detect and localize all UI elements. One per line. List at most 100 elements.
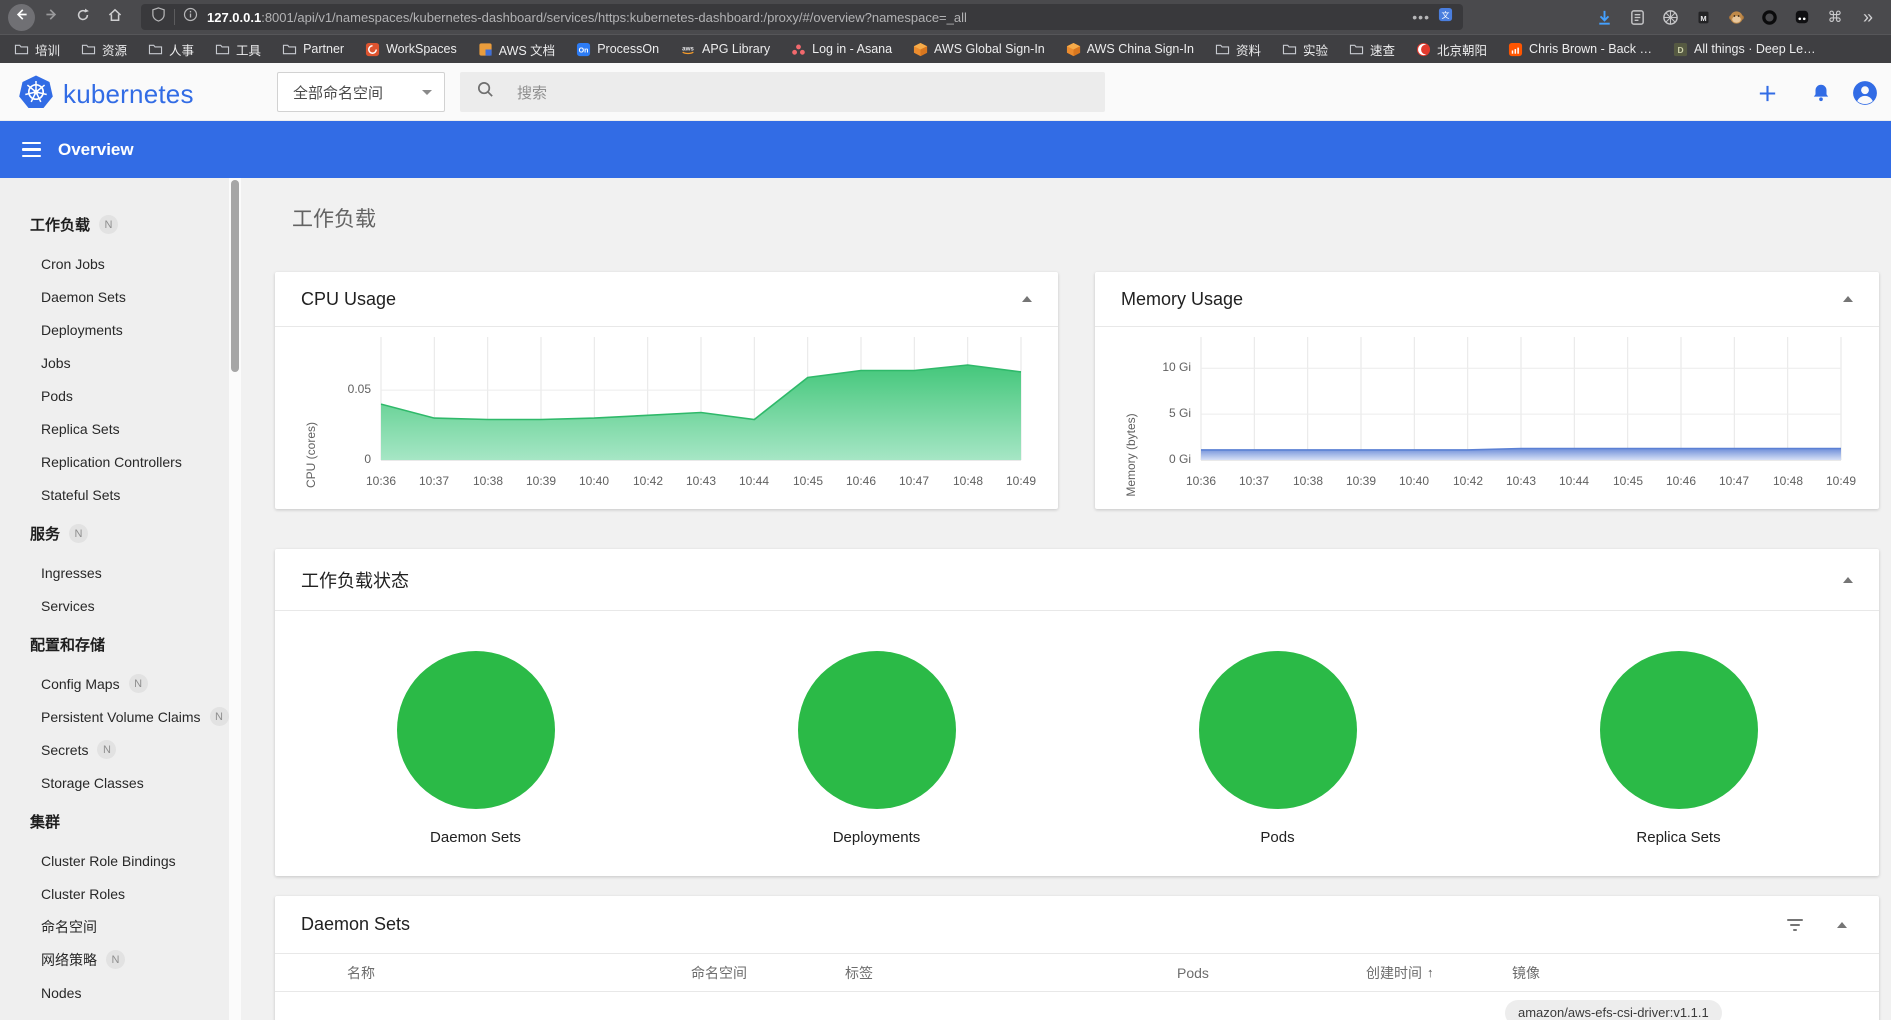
sidebar-item-网络策略[interactable]: 网络策略 N — [0, 943, 229, 976]
y-axis-tick: 0.05 — [347, 382, 371, 396]
bookmark-item[interactable]: AWS 文档 — [478, 40, 555, 59]
namespace-selector[interactable]: 全部命名空间 — [277, 72, 445, 112]
new-badge: N — [106, 950, 125, 969]
download-icon[interactable] — [1593, 6, 1615, 28]
workload-status-title: 工作负载状态 — [301, 570, 409, 591]
workload-status-card: 工作负载状态 Daemon Sets Deployments Pods Replica… — [275, 549, 1879, 876]
page-actions-icon[interactable]: ••• — [1412, 9, 1430, 25]
bookmark-item[interactable]: 资源 — [81, 40, 127, 59]
filter-icon[interactable] — [1787, 918, 1803, 931]
search-input[interactable]: 搜索 — [460, 72, 1105, 112]
bookmark-item[interactable]: AWS China Sign-In — [1066, 42, 1194, 57]
notifications-bell-icon[interactable] — [1808, 80, 1834, 106]
svg-text:文: 文 — [1442, 10, 1450, 20]
create-resource-button[interactable] — [1754, 80, 1780, 106]
bookmark-item[interactable]: On ProcessOn — [576, 42, 659, 57]
column-header-名称[interactable]: 名称 — [347, 963, 691, 983]
sort-ascending-icon: ↑ — [1427, 965, 1434, 980]
sidebar-section-服务: 服务 N — [0, 517, 229, 550]
column-label: 标签 — [845, 964, 873, 981]
overflow-chevron-icon[interactable]: » — [1862, 6, 1873, 27]
sidebar-label: Secrets — [41, 741, 89, 758]
site-info-icon[interactable] — [183, 7, 198, 27]
sidebar-item-persistent-volume-claims[interactable]: Persistent Volume Claims N — [0, 700, 229, 733]
bookmark-item[interactable]: 人事 — [148, 40, 194, 59]
sidebar-item-cluster-roles[interactable]: Cluster Roles — [0, 877, 229, 910]
bookmark-item[interactable]: AWS Global Sign-In — [913, 42, 1045, 57]
sidebar-scrollbar[interactable] — [229, 178, 241, 1020]
column-header-pods[interactable]: Pods — [1177, 965, 1366, 981]
column-header-标签[interactable]: 标签 — [845, 963, 1177, 983]
menu-hamburger-button[interactable] — [22, 141, 41, 158]
search-placeholder: 搜索 — [517, 84, 548, 102]
sidebar-item-deployments[interactable]: Deployments — [0, 313, 229, 346]
sidebar-item-storage-classes[interactable]: Storage Classes — [0, 766, 229, 799]
bookmark-item[interactable]: Chris Brown - Back … — [1508, 42, 1652, 57]
bookmark-item[interactable]: 培训 — [14, 40, 60, 59]
translate-icon[interactable]: 文 — [1438, 7, 1453, 27]
collapse-arrow-icon[interactable] — [1022, 296, 1032, 302]
reload-button[interactable] — [67, 3, 99, 31]
wheel-extension-icon[interactable] — [1659, 6, 1681, 28]
workload-status-pods: Pods — [1077, 651, 1478, 846]
svg-text:On: On — [579, 47, 589, 54]
forward-button[interactable] — [35, 3, 67, 31]
sidebar-item-命名空间[interactable]: 命名空间 — [0, 910, 229, 943]
reader-extension-icon[interactable] — [1626, 6, 1648, 28]
home-button[interactable] — [99, 3, 131, 31]
sidebar-item-cron-jobs[interactable]: Cron Jobs — [0, 247, 229, 280]
bookmark-item[interactable]: aws APG Library — [680, 42, 770, 56]
bookmark-item[interactable]: 工具 — [215, 40, 261, 59]
bookmark-item[interactable]: 实验 — [1282, 40, 1328, 59]
dots-extension-icon[interactable] — [1791, 6, 1813, 28]
sidebar-item-replica-sets[interactable]: Replica Sets — [0, 412, 229, 445]
sidebar-item-jobs[interactable]: Jobs — [0, 346, 229, 379]
m-extension-icon[interactable]: M — [1692, 6, 1714, 28]
collapse-arrow-icon[interactable] — [1843, 296, 1853, 302]
sidebar-scrollbar-thumb[interactable] — [231, 180, 239, 372]
column-header-创建时间[interactable]: 创建时间 ↑ — [1366, 963, 1512, 983]
aws-docs-icon — [478, 42, 493, 57]
column-header-镜像[interactable]: 镜像 — [1512, 963, 1879, 983]
status-pie-chart — [1198, 651, 1357, 809]
sidebar-item-nodes[interactable]: Nodes — [0, 976, 229, 1009]
collapse-arrow-icon[interactable] — [1837, 921, 1847, 928]
sidebar-item-cluster-role-bindings[interactable]: Cluster Role Bindings — [0, 844, 229, 877]
sidebar-item-secrets[interactable]: Secrets N — [0, 733, 229, 766]
x-axis-tick: 10:42 — [632, 474, 664, 488]
x-axis-tick: 10:47 — [898, 474, 930, 488]
kubernetes-logo[interactable]: kubernetes — [18, 74, 194, 115]
back-button[interactable] — [8, 3, 35, 31]
memory-usage-chart: 10 Gi 5 Gi 0 Gi 10:36 10:37 10:38 10:39 10:40 10… — [1095, 328, 1879, 509]
command-extension-icon[interactable]: ⌘ — [1827, 9, 1843, 26]
bookmark-item[interactable]: Partner — [282, 42, 344, 56]
column-label: 命名空间 — [691, 964, 747, 981]
column-header-命名空间[interactable]: 命名空间 — [691, 963, 845, 983]
bookmark-item[interactable]: 资料 — [1215, 40, 1261, 59]
x-axis-tick: 10:39 — [1345, 474, 1377, 488]
bookmark-label: ProcessOn — [597, 42, 660, 56]
collapse-arrow-icon[interactable] — [1843, 576, 1853, 583]
sidebar-item-services[interactable]: Services — [0, 589, 229, 622]
sidebar-label: Ingresses — [41, 564, 102, 581]
user-avatar[interactable] — [1852, 80, 1878, 106]
url-bar[interactable]: 127.0.0.1:8001/api/v1/namespaces/kuberne… — [141, 4, 1463, 30]
bookmark-item[interactable]: D All things · Deep Le… — [1673, 42, 1816, 57]
sidebar-item-ingresses[interactable]: Ingresses — [0, 556, 229, 589]
forward-icon — [43, 6, 60, 28]
bookmark-item[interactable]: WorkSpaces — [365, 42, 457, 57]
bookmark-item[interactable]: 速查 — [1349, 40, 1395, 59]
bookmark-item[interactable]: Log in - Asana — [791, 42, 892, 56]
sidebar-label: 命名空间 — [41, 918, 97, 935]
ring-extension-icon[interactable] — [1758, 6, 1780, 28]
sidebar-item-daemon-sets[interactable]: Daemon Sets — [0, 280, 229, 313]
monkey-extension-icon[interactable] — [1725, 6, 1747, 28]
bookmark-item[interactable]: 北京朝阳 — [1416, 40, 1487, 59]
sidebar-item-config-maps[interactable]: Config Maps N — [0, 667, 229, 700]
sidebar-item-stateful-sets[interactable]: Stateful Sets — [0, 478, 229, 511]
sidebar-label: Nodes — [41, 984, 82, 1001]
sidebar-item-pods[interactable]: Pods — [0, 379, 229, 412]
sidebar-item-persistent-volumes[interactable]: Persistent Volumes — [0, 1009, 229, 1020]
sidebar-item-replication-controllers[interactable]: Replication Controllers — [0, 445, 229, 478]
column-label: 创建时间 — [1366, 964, 1422, 981]
